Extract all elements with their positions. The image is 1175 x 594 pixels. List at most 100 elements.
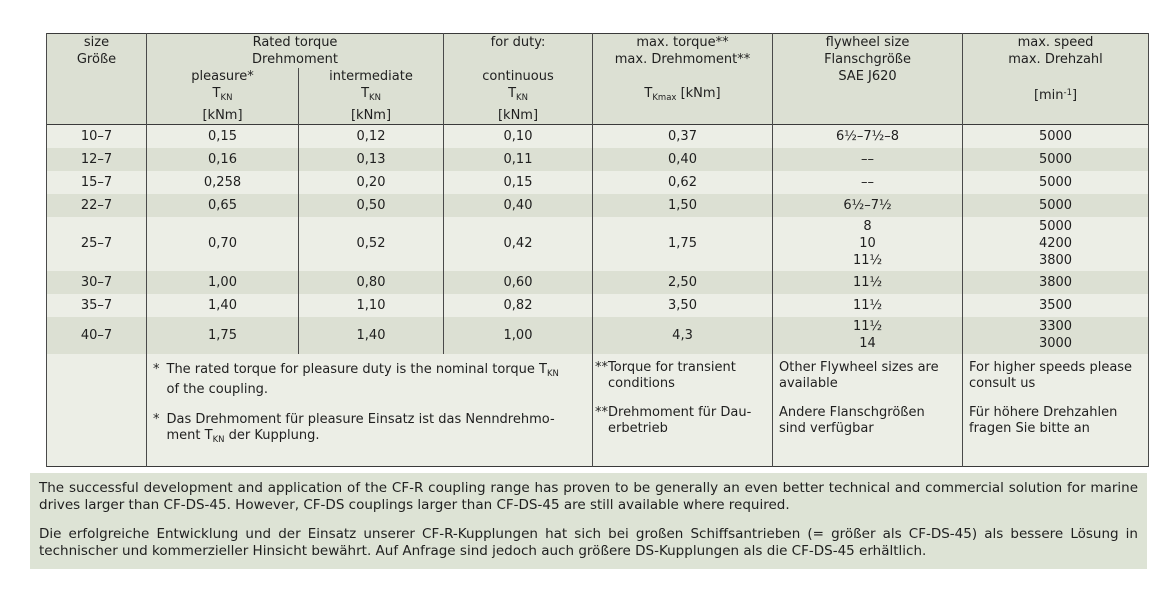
header-flywheel-en: flywheel size xyxy=(825,35,910,50)
cell-flywheel: 6½–7½–8 xyxy=(772,124,964,148)
cell-speed: 5000 4200 3800 xyxy=(962,216,1150,271)
table-row: 30–7 1,00 0,80 0,60 2,50 11½ 3800 xyxy=(46,270,1150,294)
footnote-rated-de-text: Das Drehmoment für pleasure Einsatz ist … xyxy=(167,412,555,448)
header-pleasure-symbol: TKN xyxy=(147,85,298,107)
asterisk-marker: * xyxy=(153,411,160,427)
cell-max-torque: 0,37 xyxy=(592,124,774,148)
footnote-line-segment: der Kupplung. xyxy=(224,427,320,443)
cell-speed: 5000 xyxy=(962,147,1150,171)
double-asterisk-marker: ** xyxy=(595,404,609,420)
header-intermediate-unit: [kNm] xyxy=(350,108,392,123)
cell-intermediate: 0,80 xyxy=(297,270,445,294)
header-speed-en: max. speed xyxy=(1017,35,1094,50)
cell-continuous: 0,10 xyxy=(443,124,594,148)
footnote-size-empty xyxy=(46,353,147,466)
cell-size: 12–7 xyxy=(46,147,147,171)
cell-flywheel: 6½–7½ xyxy=(772,193,964,217)
header-rated-torque: Rated torque Drehmoment xyxy=(145,33,445,68)
cell-continuous: 0,11 xyxy=(443,147,594,171)
cell-continuous: 0,82 xyxy=(443,293,594,317)
header-speed: max. speed max. Drehzahl [min-1] xyxy=(962,33,1150,125)
kn-subscript: KN xyxy=(546,368,559,379)
cell-max-torque: 0,40 xyxy=(592,147,774,171)
table-row: 22–7 0,65 0,50 0,40 1,50 6½–7½ 5000 xyxy=(46,193,1150,217)
cell-intermediate: 0,20 xyxy=(297,170,445,194)
table-row: 12–7 0,16 0,13 0,11 0,40 –– 5000 xyxy=(46,147,1150,171)
kn-subscript: KN xyxy=(369,93,381,103)
header-pleasure: pleasure* TKN [kNm] xyxy=(146,68,299,125)
cell-pleasure: 0,70 xyxy=(146,216,299,271)
table-row: 25–7 0,70 0,52 0,42 1,75 8 10 11½ 5000 4… xyxy=(46,216,1150,271)
footnote-text: Andere Flanschgrößen sind verfügbar xyxy=(779,404,925,436)
cell-max-torque: 1,75 xyxy=(592,216,774,271)
cell-pleasure: 1,40 xyxy=(146,293,299,317)
kmax-unit: [kNm] xyxy=(676,86,721,101)
footnote-text: For higher speeds please consult us xyxy=(969,359,1133,391)
header-continuous-symbol: TKN xyxy=(444,85,592,107)
page: size Größe Rated torque Drehmoment for d… xyxy=(0,33,1175,569)
cell-flywheel: –– xyxy=(772,170,964,194)
cell-continuous: 1,00 xyxy=(443,316,594,354)
double-asterisk-marker: ** xyxy=(595,359,609,375)
cell-size: 30–7 xyxy=(46,270,147,294)
footnote-line: Das Drehmoment für pleasure Einsatz ist … xyxy=(166,411,555,427)
footnote-text: Drehmoment für Dau- erbetrieb xyxy=(608,404,752,436)
cell-size: 15–7 xyxy=(46,170,147,194)
cell-max-torque: 2,50 xyxy=(592,270,774,294)
footnote-line-segment: ment T xyxy=(166,427,213,443)
cell-speed: 3500 xyxy=(962,293,1150,317)
kmax-subscript: Kmax xyxy=(652,93,677,103)
table-row: 40–7 1,75 1,40 1,00 4,3 11½ 14 3300 3000 xyxy=(46,316,1150,354)
table-header: size Größe Rated torque Drehmoment for d… xyxy=(46,33,1150,125)
header-size: size Größe xyxy=(46,33,147,125)
footnote-rated-en-text: The rated torque for pleasure duty is th… xyxy=(167,362,559,398)
table-row: 35–7 1,40 1,10 0,82 3,50 11½ 3500 xyxy=(46,293,1150,317)
cell-size: 35–7 xyxy=(46,293,147,317)
header-speed-unit: [min-1] xyxy=(963,85,1148,104)
description-paragraph-de: Die erfolgreiche Entwicklung und der Ein… xyxy=(39,525,1138,560)
header-max-torque-symbol: TKmax [kNm] xyxy=(593,85,772,107)
t-symbol: T xyxy=(508,86,517,101)
cell-intermediate: 0,12 xyxy=(297,124,445,148)
cell-speed: 5000 xyxy=(962,193,1150,217)
cell-flywheel: –– xyxy=(772,147,964,171)
cell-speed: 3300 3000 xyxy=(962,316,1150,354)
header-pleasure-unit: [kNm] xyxy=(202,108,243,123)
cell-intermediate: 1,40 xyxy=(297,316,445,354)
t-symbol: T xyxy=(361,86,370,101)
footnote-max-torque: ** Torque for transient conditions ** Dr… xyxy=(592,353,774,466)
kn-subscript: KN xyxy=(212,434,225,445)
header-intermediate-symbol: TKN xyxy=(299,85,443,107)
cell-continuous: 0,40 xyxy=(443,193,594,217)
header-size-de: Größe xyxy=(76,52,117,67)
footnote-line: of the coupling. xyxy=(166,381,269,397)
cell-pleasure: 1,00 xyxy=(146,270,299,294)
header-intermediate: intermediate TKN [kNm] xyxy=(297,68,445,125)
cell-max-torque: 3,50 xyxy=(592,293,774,317)
footnote-max-torque-de: ** Drehmoment für Dau- erbetrieb xyxy=(595,405,768,437)
header-size-en: size xyxy=(83,35,110,50)
header-continuous-unit: [kNm] xyxy=(497,108,539,123)
cell-continuous: 0,60 xyxy=(443,270,594,294)
cell-size: 25–7 xyxy=(46,216,147,271)
header-spacer xyxy=(444,51,592,68)
footnote-text: Other Flywheel sizes are available xyxy=(779,359,939,391)
cell-intermediate: 0,52 xyxy=(297,216,445,271)
footnote-line: The rated torque for pleasure duty is th… xyxy=(166,361,547,377)
kn-subscript: KN xyxy=(516,93,528,103)
table-row: 10–7 0,15 0,12 0,10 0,37 6½–7½–8 5000 xyxy=(46,124,1150,148)
min-exponent: -1 xyxy=(1063,88,1073,98)
header-spacer xyxy=(593,68,772,85)
min-unit-close: ] xyxy=(1072,88,1078,103)
header-for-duty-label: for duty: xyxy=(490,35,546,50)
header-rated-torque-de: Drehmoment xyxy=(252,52,338,67)
min-unit-open: [min xyxy=(1033,88,1064,103)
cell-size: 40–7 xyxy=(46,316,147,354)
cell-pleasure: 0,15 xyxy=(146,124,299,148)
footnote-text: Für höhere Drehzahlen fragen Sie bitte a… xyxy=(969,404,1118,436)
cell-intermediate: 0,13 xyxy=(297,147,445,171)
cell-max-torque: 0,62 xyxy=(592,170,774,194)
footnote-rated-torque: * The rated torque for pleasure duty is … xyxy=(145,353,594,466)
description-paragraph-en: The successful development and applicati… xyxy=(39,479,1138,514)
description-block: The successful development and applicati… xyxy=(30,472,1147,569)
